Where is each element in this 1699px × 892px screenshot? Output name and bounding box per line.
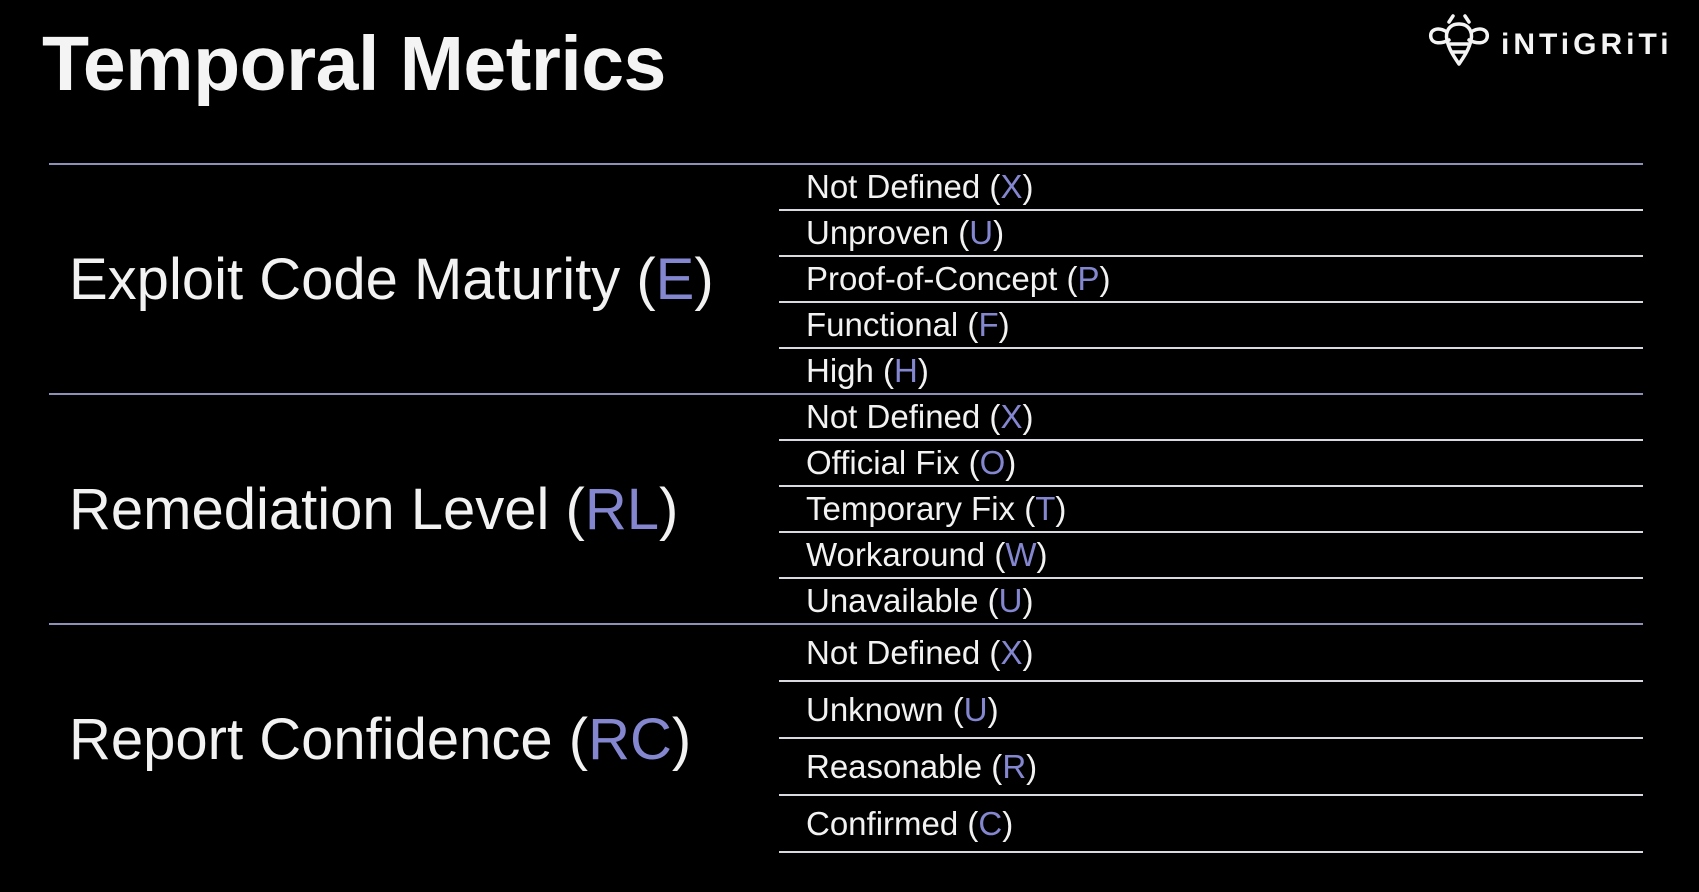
metric-option: Unavailable (U) xyxy=(806,582,1034,619)
metric-option: Official Fix (O) xyxy=(779,441,1643,487)
metric-code: RL xyxy=(584,476,659,542)
metric-option: High (H) xyxy=(806,352,929,389)
metric-option: Workaround (W) xyxy=(779,533,1643,579)
metric-group-remediation-level: Remediation Level (RL) Not Defined (X) O… xyxy=(49,393,1643,623)
temporal-metrics-table: Exploit Code Maturity (E) Not Defined (X… xyxy=(49,163,1643,853)
metric-option: Functional (F) xyxy=(779,303,1643,349)
metric-option: Confirmed (C) xyxy=(779,796,1643,853)
metric-group-report-confidence: Report Confidence (RC) Not Defined (X) U… xyxy=(49,623,1643,853)
metric-option: Not Defined (X) xyxy=(779,395,1643,441)
metric-group-exploit-code-maturity: Exploit Code Maturity (E) Not Defined (X… xyxy=(49,163,1643,393)
metric-option: Unproven (U) xyxy=(779,211,1643,257)
metric-code: RC xyxy=(588,706,672,772)
logo-wordmark: iNTiGRiTi xyxy=(1501,27,1673,61)
intigriti-logo: iNTiGRiTi xyxy=(1427,14,1673,75)
metric-option: Proof-of-Concept (P) xyxy=(779,257,1643,303)
bee-icon xyxy=(1427,14,1491,75)
metric-name: Remediation Level xyxy=(69,476,550,542)
metric-code: E xyxy=(655,246,695,312)
metric-option: Reasonable (R) xyxy=(779,739,1643,796)
metric-option: Temporary Fix (T) xyxy=(779,487,1643,533)
metric-options: Not Defined (X) Unproven (U) Proof-of-Co… xyxy=(779,165,1643,393)
slide-title: Temporal Metrics xyxy=(42,21,666,107)
metric-name: Report Confidence xyxy=(69,706,553,772)
metric-option: Not Defined (X) xyxy=(779,625,1643,682)
metric-name: Exploit Code Maturity xyxy=(69,246,621,312)
metric-option: Not Defined (X) xyxy=(779,165,1643,211)
metric-group-label: Report Confidence (RC) xyxy=(69,706,692,772)
metric-group-label: Remediation Level (RL) xyxy=(69,476,679,542)
metric-options: Not Defined (X) Official Fix (O) Tempora… xyxy=(779,395,1643,623)
metric-option: Unknown (U) xyxy=(779,682,1643,739)
metric-group-label: Exploit Code Maturity (E) xyxy=(69,246,714,312)
metric-options: Not Defined (X) Unknown (U) Reasonable (… xyxy=(779,625,1643,853)
